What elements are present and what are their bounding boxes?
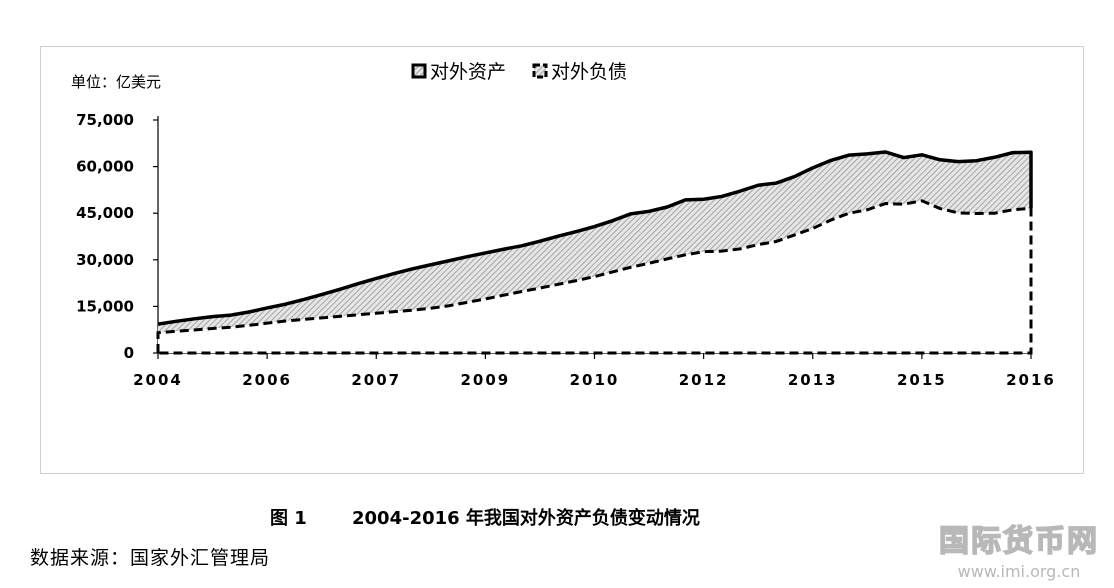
y-axis: 0 15,000 30,000 45,000 60,000 75,000 [76,111,159,362]
legend-assets: 对外资产 [411,61,506,83]
unit-label: 单位：亿美元 [71,73,161,91]
figure-caption: 图 1 2004-2016 年我国对外资产负债变动情况 [270,504,700,530]
y-tick-label: 75,000 [76,111,134,129]
legend-label: 对外资产 [430,61,506,83]
x-tick-label: 2009 [461,371,511,389]
chart-frame: 单位：亿美元 对外资产 对外负债 0 15,000 30,000 45,000 60,00… [40,46,1084,474]
x-axis: 2004 2006 2007 2009 2010 2012 2013 2015 2016 [133,352,1056,389]
y-tick-label: 45,000 [76,204,134,222]
x-tick-label: 2006 [242,371,292,389]
legend-liabilities: 对外负债 [532,61,627,83]
y-tick-label: 60,000 [76,158,134,176]
data-source: 数据来源：国家外汇管理局 [30,547,271,569]
y-tick-label: 30,000 [76,251,134,269]
x-tick-label: 2007 [351,371,401,389]
area-band [158,151,1031,333]
watermark-title: 国际货币网 [939,524,1099,559]
x-tick-label: 2016 [1006,371,1056,389]
chart: 单位：亿美元 对外资产 对外负债 0 15,000 30,000 45,000 60,00… [71,61,1056,389]
x-tick-label: 2015 [897,371,947,389]
figure-number: 图 1 [270,508,307,529]
watermark: 国际货币网 www.imi.org.cn [938,523,1099,581]
series-liabilities-line [156,199,1033,355]
x-tick-label: 2012 [679,371,729,389]
legend-label: 对外负债 [551,61,627,83]
plot-area [156,150,1033,355]
y-tick-label: 15,000 [76,297,134,315]
x-tick-label: 2004 [133,371,183,389]
x-tick-label: 2010 [570,371,620,389]
x-tick-label: 2013 [788,371,838,389]
series-assets-line [157,150,1033,326]
legend-swatch [532,63,548,79]
legend: 对外资产 对外负债 [411,61,627,83]
legend-swatch [411,63,427,79]
watermark-url: www.imi.org.cn [958,562,1081,581]
y-tick-label: 0 [124,344,134,362]
figure-title: 2004-2016 年我国对外资产负债变动情况 [352,508,700,529]
